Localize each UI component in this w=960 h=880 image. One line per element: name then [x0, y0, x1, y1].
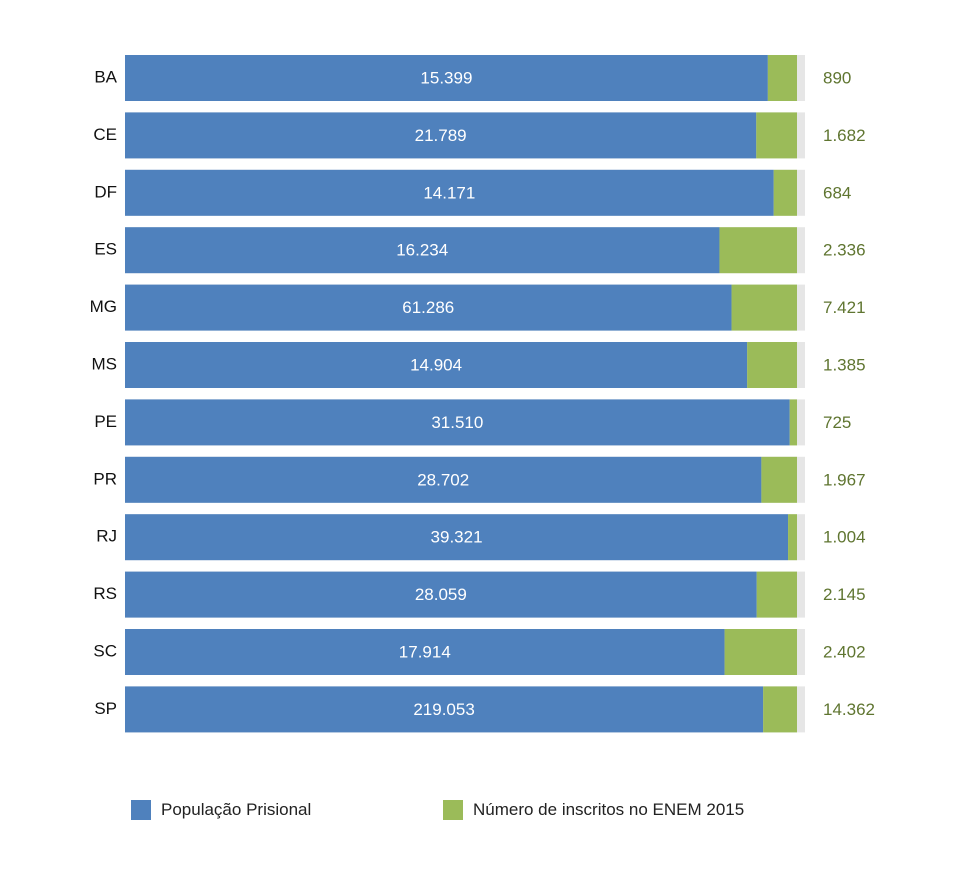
bar-populacao-pe	[125, 399, 790, 446]
category-label-mg: MG	[90, 297, 117, 316]
value-label-enem-df: 684	[823, 183, 851, 202]
bar-populacao-ce	[125, 112, 757, 159]
bar-enem-rj	[788, 514, 797, 561]
bar-enem-ms	[747, 342, 797, 388]
legend-item-enem: Número de inscritos no ENEM 2015	[443, 800, 744, 820]
value-label-populacao-df: 14.171	[423, 183, 475, 202]
value-label-enem-ba: 890	[823, 68, 851, 87]
value-label-populacao-ce: 21.789	[415, 126, 467, 145]
category-label-rj: RJ	[96, 527, 117, 546]
value-label-populacao-mg: 61.286	[402, 298, 454, 317]
category-label-ms: MS	[92, 354, 118, 373]
bar-populacao-ba	[125, 55, 768, 101]
bar-populacao-pr	[125, 456, 762, 503]
bar-enem-mg	[731, 284, 797, 331]
bar-enem-sc	[724, 629, 797, 675]
value-label-enem-ce: 1.682	[823, 126, 866, 145]
value-label-populacao-ms: 14.904	[410, 355, 462, 374]
bar-populacao-sp	[125, 686, 764, 733]
bar-populacao-rs	[125, 571, 757, 618]
bar-populacao-mg	[125, 284, 732, 331]
value-label-enem-rj: 1.004	[823, 528, 866, 547]
value-label-enem-rs: 2.145	[823, 585, 866, 604]
value-label-enem-pe: 725	[823, 413, 851, 432]
stacked-bar-chart: BA 15.399 890 CE 21.789 1.682 DF 14.171 684 ES 16.…	[90, 55, 875, 733]
category-label-ba: BA	[94, 67, 117, 86]
bar-populacao-ms	[125, 342, 748, 388]
value-label-populacao-pr: 28.702	[417, 470, 469, 489]
value-label-populacao-pe: 31.510	[431, 413, 483, 432]
value-label-enem-pr: 1.967	[823, 470, 866, 489]
value-label-enem-ms: 1.385	[823, 355, 866, 374]
category-label-pe: PE	[94, 412, 117, 431]
value-label-enem-es: 2.336	[823, 241, 866, 260]
category-label-sc: SC	[93, 641, 117, 660]
category-label-pr: PR	[93, 469, 117, 488]
value-label-enem-sp: 14.362	[823, 700, 875, 719]
bar-enem-ce	[756, 112, 797, 159]
bar-enem-rs	[756, 571, 797, 618]
legend-swatch-populacao	[131, 800, 151, 820]
value-label-populacao-rs: 28.059	[415, 585, 467, 604]
bar-populacao-rj	[125, 514, 789, 561]
value-label-enem-sc: 2.402	[823, 642, 866, 661]
chart-legend: População Prisional Número de inscritos …	[0, 800, 960, 840]
legend-item-populacao: População Prisional	[131, 800, 311, 820]
value-label-populacao-rj: 39.321	[431, 528, 483, 547]
legend-label-populacao: População Prisional	[161, 800, 312, 819]
value-label-populacao-sp: 219.053	[413, 700, 474, 719]
value-label-populacao-sc: 17.914	[399, 642, 451, 661]
bar-enem-pe	[789, 399, 797, 446]
bar-enem-df	[773, 169, 797, 216]
legend-label-enem: Número de inscritos no ENEM 2015	[473, 800, 745, 819]
value-label-populacao-es: 16.234	[396, 241, 448, 260]
category-label-sp: SP	[94, 699, 117, 718]
category-label-ce: CE	[93, 125, 117, 144]
category-label-df: DF	[94, 182, 117, 201]
value-label-populacao-ba: 15.399	[420, 68, 472, 87]
value-label-enem-mg: 7.421	[823, 298, 866, 317]
bar-enem-es	[719, 227, 797, 274]
legend-swatch-enem	[443, 800, 463, 820]
bar-enem-sp	[763, 686, 797, 733]
bar-populacao-es	[125, 227, 720, 274]
bar-enem-ba	[767, 55, 797, 101]
category-label-rs: RS	[93, 584, 117, 603]
bar-populacao-sc	[125, 629, 725, 675]
bar-populacao-df	[125, 169, 774, 216]
category-label-es: ES	[94, 240, 117, 259]
bar-enem-pr	[761, 456, 797, 503]
